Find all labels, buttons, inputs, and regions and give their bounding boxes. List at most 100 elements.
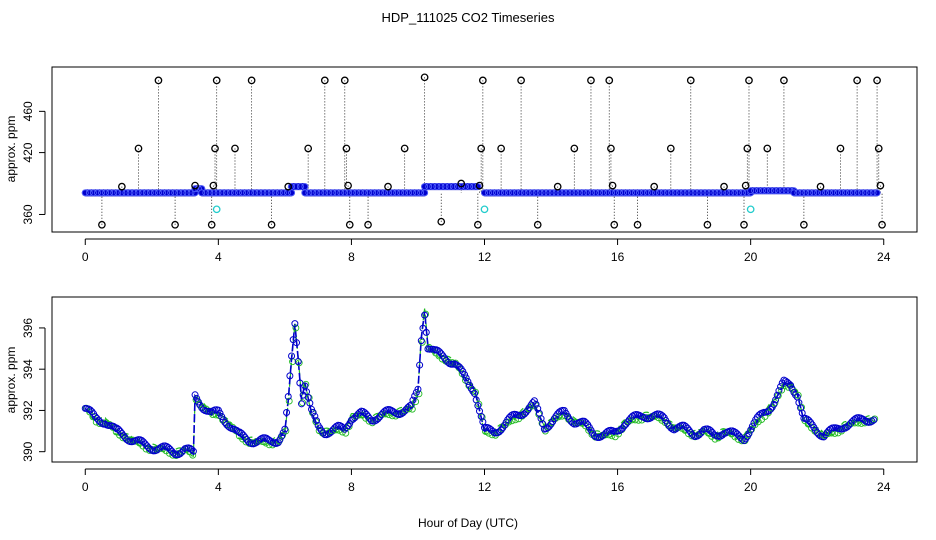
baseline-point <box>94 189 101 197</box>
data-point <box>497 426 505 434</box>
data-point <box>507 412 515 420</box>
baseline-point <box>235 189 242 197</box>
baseline-point <box>861 189 869 197</box>
baseline-point <box>845 189 853 197</box>
y-tick-label: 460 <box>21 101 35 121</box>
baseline-point <box>138 189 146 197</box>
baseline-point <box>814 189 822 197</box>
secondary-point <box>89 413 97 421</box>
baseline-point <box>183 189 191 197</box>
baseline-point <box>770 187 778 195</box>
baseline-point <box>381 189 389 197</box>
baseline-point <box>458 183 465 191</box>
baseline-point <box>251 189 259 197</box>
data-point <box>286 372 294 380</box>
x-tick-label: 4 <box>215 480 222 494</box>
x-tick-label: 0 <box>82 480 89 494</box>
baseline-point <box>568 189 576 197</box>
series-line <box>84 311 874 456</box>
baseline-point <box>536 189 544 197</box>
data-point <box>374 415 382 423</box>
x-tick-label: 24 <box>877 250 891 264</box>
baseline-point <box>81 189 89 197</box>
raw-point <box>650 182 659 191</box>
baseline-point <box>774 187 782 195</box>
raw-point <box>686 76 695 85</box>
data-point <box>773 391 781 399</box>
baseline-point <box>731 189 739 197</box>
raw-point <box>171 220 179 229</box>
secondary-point <box>472 388 479 396</box>
flagged-point <box>212 205 221 214</box>
raw-point <box>420 73 429 82</box>
baseline-point <box>309 189 317 197</box>
data-point <box>216 409 224 417</box>
raw-point <box>437 217 446 226</box>
data-point <box>291 320 299 328</box>
secondary-point <box>415 390 423 398</box>
raw-point <box>874 144 883 153</box>
baseline-point <box>437 183 445 191</box>
baseline-point <box>365 189 373 197</box>
baseline-point <box>214 189 222 197</box>
baseline-point <box>865 189 873 197</box>
raw-point <box>457 179 466 188</box>
baseline-point <box>405 189 413 197</box>
baseline-point <box>659 189 667 197</box>
flagged-point <box>746 205 755 214</box>
baseline-point <box>417 189 425 197</box>
raw-point <box>118 182 126 191</box>
secondary-point <box>295 359 303 367</box>
baseline-point <box>279 189 287 197</box>
baseline-point <box>325 189 333 197</box>
baseline-point <box>636 189 643 197</box>
secondary-point <box>548 419 556 426</box>
raw-point <box>517 76 525 85</box>
raw-point <box>477 144 486 153</box>
baseline-point <box>810 189 818 197</box>
data-point <box>471 389 479 397</box>
data-point <box>311 412 319 420</box>
secondary-point <box>531 401 539 409</box>
data-point <box>421 311 429 319</box>
baseline-point <box>202 189 210 197</box>
baseline-point <box>333 189 341 197</box>
raw-point <box>763 144 772 153</box>
baseline-point <box>345 189 353 197</box>
secondary-point <box>292 324 300 332</box>
data-point <box>417 337 425 345</box>
baseline-point <box>703 189 711 197</box>
data-point <box>462 374 470 382</box>
data-point <box>116 427 124 435</box>
x-tick-label: 24 <box>877 480 891 494</box>
secondary-point <box>418 338 426 346</box>
baseline-point <box>794 189 802 197</box>
baseline-point <box>822 189 829 197</box>
secondary-point <box>285 397 293 405</box>
baseline-point <box>751 187 758 195</box>
baseline-point <box>564 189 572 197</box>
baseline-point <box>759 187 766 195</box>
baseline-point <box>292 183 300 191</box>
baseline-point <box>449 183 457 191</box>
baseline-point <box>620 189 627 197</box>
baseline-point <box>727 189 735 197</box>
baseline-point <box>329 189 337 197</box>
data-point <box>306 399 314 407</box>
data-point <box>381 407 389 415</box>
secondary-point <box>748 425 756 433</box>
data-point <box>437 350 445 358</box>
baseline-point <box>353 189 361 197</box>
raw-point <box>610 220 619 229</box>
data-point <box>233 426 241 434</box>
baseline-point <box>226 189 234 197</box>
baseline-point <box>142 189 150 197</box>
baseline-point <box>572 189 580 197</box>
baseline-point <box>337 189 345 197</box>
baseline-point <box>588 189 596 197</box>
baseline-point <box>321 189 329 197</box>
secondary-point <box>345 423 353 431</box>
baseline-point <box>413 189 421 197</box>
x-tick-label: 16 <box>611 250 625 264</box>
raw-point <box>741 181 750 190</box>
